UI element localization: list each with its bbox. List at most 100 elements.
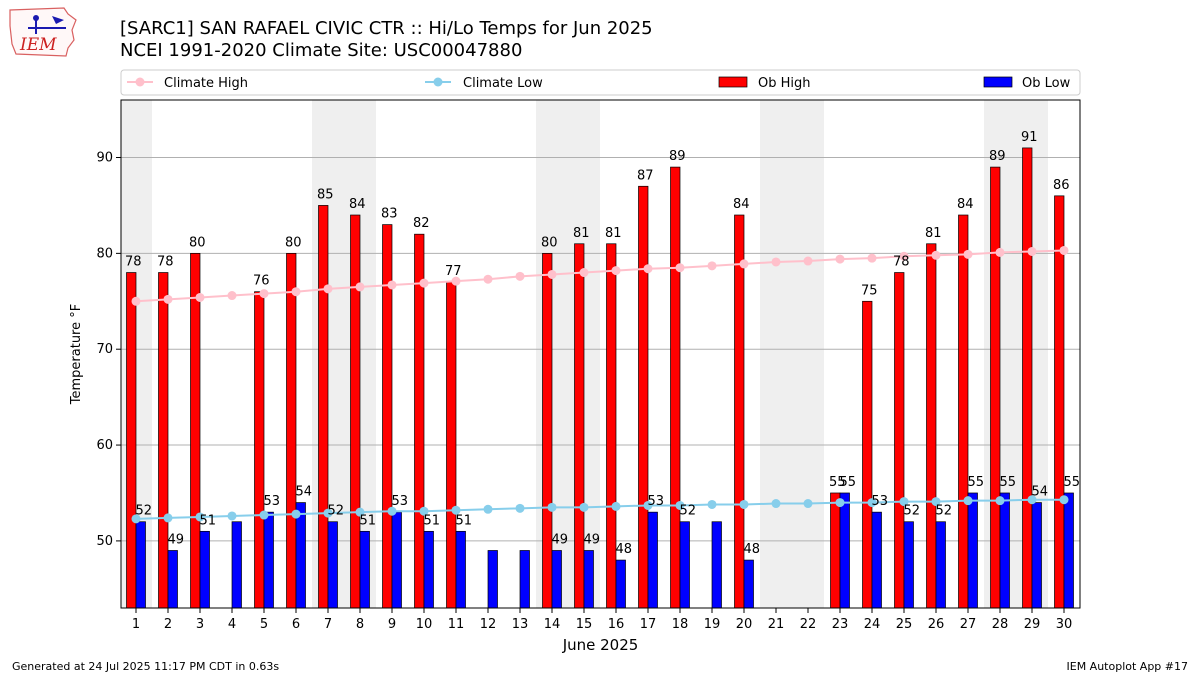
- ob-high-data-label: 89: [989, 149, 1006, 164]
- x-tick-label: 17: [640, 617, 657, 632]
- ob-low-bar: [391, 511, 402, 609]
- climate-low-point: [931, 497, 941, 507]
- ob-low-bar: [359, 530, 370, 609]
- ob-low-bar: [871, 511, 882, 609]
- climate-high-point: [899, 251, 909, 261]
- climate-high-point: [451, 276, 461, 286]
- climate-low-point: [227, 511, 237, 521]
- x-tick-label: 21: [768, 617, 785, 632]
- climate-low-point: [163, 513, 173, 523]
- legend-box: [120, 69, 1081, 96]
- y-tick-label: 50: [96, 534, 113, 549]
- x-tick-label: 9: [388, 617, 396, 632]
- climate-low-point: [195, 512, 205, 522]
- climate-low-point: [835, 498, 845, 508]
- x-axis-label: June 2025: [562, 636, 639, 654]
- climate-high-point: [355, 282, 365, 292]
- climate-high-point: [995, 247, 1005, 257]
- x-tick-label: 18: [672, 617, 689, 632]
- ob-high-data-label: 82: [413, 216, 430, 231]
- ob-high-bar: [158, 272, 169, 609]
- ob-high-data-label: 86: [1053, 178, 1070, 193]
- ob-high-bar: [926, 243, 937, 609]
- ob-high-data-label: 77: [445, 264, 462, 279]
- generated-timestamp: Generated at 24 Jul 2025 11:17 PM CDT in…: [12, 660, 280, 673]
- climate-high-point: [771, 257, 781, 267]
- legend-climate-high-marker: [135, 77, 145, 87]
- ob-low-data-label: 48: [743, 542, 760, 557]
- climate-low-point: [611, 501, 621, 511]
- legend-climate-low-label: Climate Low: [463, 76, 543, 91]
- ob-low-data-label: 51: [359, 513, 376, 528]
- ob-high-bar: [350, 214, 361, 609]
- ob-high-bar: [254, 291, 265, 609]
- x-tick-label: 12: [480, 617, 497, 632]
- ob-high-bar: [542, 253, 553, 609]
- ob-high-bar: [1054, 195, 1065, 609]
- ob-low-data-label: 52: [135, 504, 152, 519]
- climate-high-point: [835, 254, 845, 264]
- ob-low-bar: [263, 511, 274, 609]
- ob-low-data-label: 52: [935, 504, 952, 519]
- ob-high-bar: [126, 272, 137, 609]
- ob-low-bar: [487, 550, 498, 609]
- climate-high-point: [611, 266, 621, 276]
- climate-high-point: [323, 284, 333, 294]
- ob-low-data-label: 55: [1063, 475, 1080, 490]
- climate-low-point: [1059, 495, 1069, 505]
- climate-low-point: [387, 506, 397, 516]
- x-tick-label: 4: [228, 617, 236, 632]
- ob-high-data-label: 55: [829, 475, 846, 490]
- ob-low-data-label: 53: [391, 494, 408, 509]
- ob-low-data-label: 52: [679, 504, 696, 519]
- legend-ob-high-swatch: [718, 76, 748, 88]
- x-tick-label: 24: [864, 617, 881, 632]
- ob-high-data-label: 81: [573, 226, 590, 241]
- ob-low-bar: [583, 550, 594, 609]
- ob-low-data-label: 52: [327, 504, 344, 519]
- climate-high-point: [131, 296, 141, 306]
- x-tick-label: 16: [608, 617, 625, 632]
- x-tick-label: 2: [164, 617, 172, 632]
- climate-high-point: [1059, 245, 1069, 255]
- ob-low-data-label: 55: [999, 475, 1016, 490]
- climate-low-point: [899, 497, 909, 507]
- ob-high-data-label: 91: [1021, 130, 1038, 145]
- climate-low-point: [451, 505, 461, 515]
- ob-low-data-label: 53: [647, 494, 664, 509]
- ob-high-bar: [286, 253, 297, 609]
- ob-high-bar: [894, 272, 905, 609]
- ob-low-bar: [423, 530, 434, 609]
- ob-high-data-label: 81: [925, 226, 942, 241]
- climate-high-point: [195, 292, 205, 302]
- ob-high-bar: [862, 300, 873, 609]
- ob-high-data-label: 78: [157, 255, 174, 270]
- x-tick-label: 5: [260, 617, 268, 632]
- chart-subtitle: NCEI 1991-2020 Climate Site: USC00047880: [120, 40, 523, 61]
- ob-low-bar: [135, 521, 146, 609]
- climate-low-point: [291, 509, 301, 519]
- climate-high-point: [643, 264, 653, 274]
- climate-high-point: [387, 280, 397, 290]
- chart-title: [SARC1] SAN RAFAEL CIVIC CTR :: Hi/Lo Te…: [120, 18, 653, 39]
- climate-low-point: [547, 502, 557, 512]
- climate-low-point: [803, 499, 813, 509]
- ob-low-data-label: 51: [199, 513, 216, 528]
- legend-climate-high-label: Climate High: [164, 76, 248, 91]
- ob-high-data-label: 87: [637, 168, 654, 183]
- x-tick-label: 28: [992, 617, 1009, 632]
- ob-high-bar: [446, 281, 457, 609]
- ob-low-bar: [1031, 502, 1042, 609]
- ob-low-data-label: 54: [295, 485, 312, 500]
- ob-low-bar: [903, 521, 914, 609]
- ob-low-data-label: 52: [903, 504, 920, 519]
- ob-high-bar: [190, 253, 201, 609]
- ob-high-data-label: 84: [733, 197, 750, 212]
- climate-high-point: [515, 271, 525, 281]
- app-label: IEM Autoplot App #17: [1066, 660, 1189, 673]
- climate-low-point: [579, 502, 589, 512]
- ob-high-bar: [958, 214, 969, 609]
- climate-low-point: [963, 496, 973, 506]
- x-tick-label: 10: [416, 617, 433, 632]
- x-tick-label: 22: [800, 617, 817, 632]
